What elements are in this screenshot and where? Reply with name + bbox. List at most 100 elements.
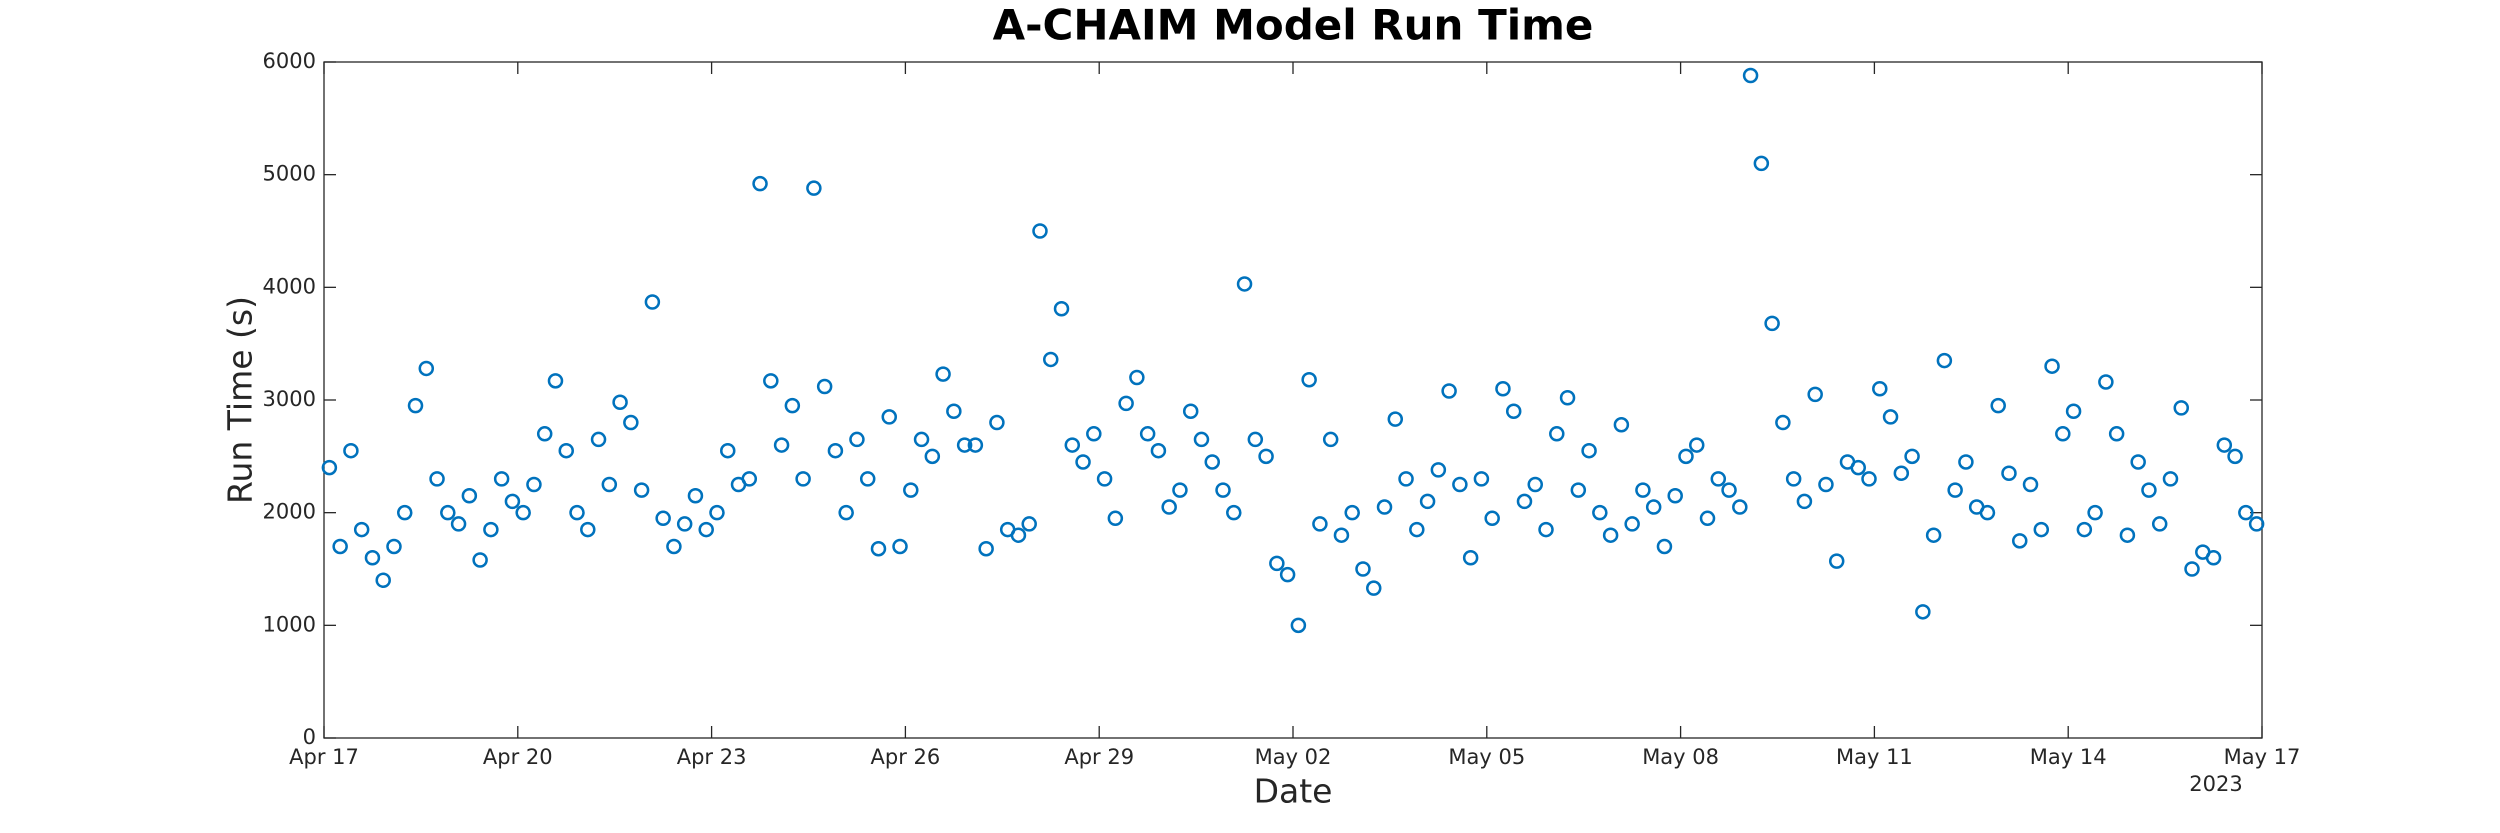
point	[397, 504, 413, 521]
point	[623, 414, 639, 431]
point	[343, 442, 359, 459]
point	[1075, 454, 1091, 470]
point	[418, 360, 435, 377]
point	[655, 510, 671, 527]
y-tick-label: 5000	[263, 162, 316, 186]
point	[612, 394, 628, 411]
point	[1979, 504, 1996, 521]
point	[1753, 155, 1770, 172]
y-tick-label: 3000	[263, 387, 316, 411]
point	[1290, 617, 1307, 634]
point	[1538, 521, 1554, 538]
point	[1473, 471, 1490, 487]
point	[838, 504, 854, 521]
point	[1419, 493, 1436, 510]
point	[644, 294, 661, 310]
point	[849, 431, 865, 448]
point	[1139, 426, 1156, 442]
point	[1301, 371, 1317, 388]
point	[1118, 395, 1134, 412]
point	[353, 521, 370, 538]
point	[709, 504, 725, 521]
point	[1796, 493, 1813, 510]
point	[1376, 499, 1393, 515]
point	[1656, 538, 1673, 555]
point	[1010, 527, 1027, 543]
point	[1236, 276, 1253, 292]
point	[2184, 561, 2200, 577]
point	[698, 521, 714, 538]
point	[375, 572, 391, 589]
point	[935, 366, 951, 382]
point	[558, 442, 574, 459]
point	[569, 504, 585, 521]
point	[989, 414, 1005, 431]
point	[1366, 580, 1382, 596]
point	[946, 403, 962, 420]
point	[1398, 471, 1414, 487]
point	[1452, 476, 1468, 493]
point	[601, 476, 618, 493]
point	[1182, 403, 1199, 420]
point	[1150, 442, 1167, 459]
point	[1872, 380, 1888, 397]
point	[440, 504, 456, 521]
point	[1581, 442, 1597, 459]
point	[687, 488, 704, 504]
point	[1645, 499, 1662, 515]
point	[1635, 482, 1651, 498]
x-tick-label: May 08	[1642, 745, 1719, 769]
point	[2141, 482, 2157, 498]
point	[1602, 527, 1619, 543]
point	[547, 373, 564, 389]
point	[773, 437, 790, 453]
point	[2119, 527, 2136, 543]
x-tick-label: May 17	[2224, 745, 2301, 769]
point	[1484, 510, 1500, 527]
y-tick-label: 4000	[263, 274, 316, 298]
point	[1570, 482, 1587, 498]
point	[816, 378, 833, 395]
point	[590, 431, 607, 448]
point	[1495, 380, 1511, 397]
point	[2248, 516, 2265, 532]
point	[515, 504, 531, 521]
point	[1430, 462, 1447, 478]
point	[859, 471, 876, 487]
point	[1785, 471, 1802, 487]
point	[2033, 521, 2050, 538]
point	[1732, 499, 1748, 515]
point	[1226, 504, 1242, 521]
point	[924, 448, 941, 465]
point	[407, 397, 424, 414]
point	[1678, 448, 1694, 465]
point	[967, 437, 984, 453]
point	[1053, 300, 1070, 317]
point	[2162, 471, 2179, 487]
point	[1064, 437, 1081, 453]
point	[633, 482, 650, 498]
point	[870, 540, 887, 557]
point	[2108, 426, 2125, 442]
point	[827, 442, 844, 459]
point	[429, 471, 445, 487]
point	[472, 552, 488, 568]
point	[2055, 426, 2071, 442]
point	[1699, 510, 1716, 527]
point	[666, 538, 682, 555]
point	[1043, 351, 1059, 368]
point	[1086, 426, 1102, 442]
point	[1462, 549, 1479, 566]
point	[1333, 527, 1350, 543]
point	[1258, 448, 1274, 465]
x-tick-label: May 14	[2030, 745, 2107, 769]
point	[763, 373, 779, 389]
point	[332, 538, 348, 555]
point	[1549, 426, 1565, 442]
point	[1990, 397, 2006, 414]
point	[1441, 383, 1457, 399]
point	[806, 180, 822, 196]
y-tick-label: 1000	[263, 612, 316, 636]
point	[1312, 516, 1328, 532]
